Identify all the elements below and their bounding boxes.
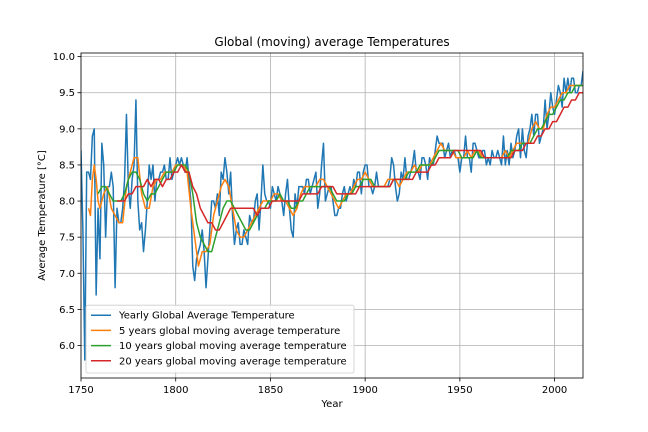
series-line-yearly-global-average-temperature [81, 70, 583, 361]
legend-entry: 5 years global moving average temperatur… [119, 326, 340, 337]
x-tick-label: 2000 [542, 385, 567, 396]
x-tick-label: 1800 [163, 385, 188, 396]
legend-entry: 20 years global moving average temperatu… [119, 356, 347, 367]
legend-box [85, 304, 355, 374]
ticks: 1750 1800 1850 1900 1950 2000 6.0 6.5 7.0 7.5 8.0 8… [53, 52, 568, 396]
x-tick-label: 1750 [68, 385, 93, 396]
series-line-20-years-global-moving-average-temperature [116, 91, 583, 231]
legend: Yearly Global Average Temperature 5 years… [85, 304, 355, 374]
chart-title: Global (moving) average Temperatures [214, 35, 449, 49]
y-tick-label: 6.0 [59, 341, 75, 352]
legend-entry: Yearly Global Average Temperature [118, 311, 295, 322]
y-tick-label: 7.5 [59, 233, 75, 244]
series-layer [81, 70, 583, 361]
legend-entry: 10 years global moving average temperatu… [119, 341, 347, 352]
y-tick-label: 6.5 [59, 305, 75, 316]
x-tick-label: 1900 [352, 385, 377, 396]
y-tick-label: 10.0 [53, 52, 75, 63]
x-axis-label: Year [320, 399, 343, 410]
x-tick-label: 1950 [447, 385, 472, 396]
y-tick-label: 9.5 [59, 88, 75, 99]
y-tick-label: 7.0 [59, 269, 75, 280]
y-tick-label: 8.5 [59, 160, 75, 171]
x-tick-label: 1850 [258, 385, 283, 396]
plot-frame [80, 52, 584, 379]
y-axis-label: Average Temperature [°C] [37, 150, 48, 281]
y-tick-label: 8.0 [59, 197, 75, 208]
y-tick-label: 9.0 [59, 124, 75, 135]
